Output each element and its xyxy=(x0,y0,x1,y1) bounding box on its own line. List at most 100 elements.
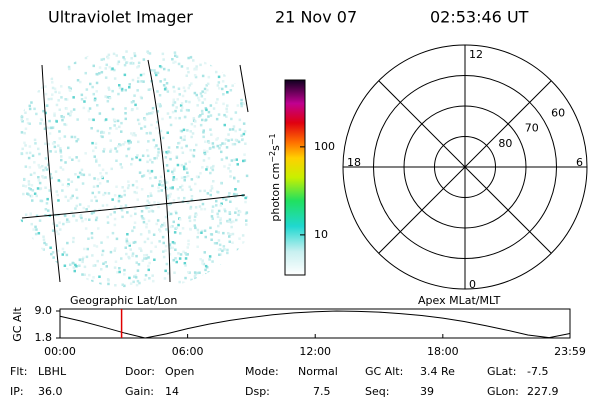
pixel xyxy=(106,221,110,224)
pixel xyxy=(24,111,27,114)
pixel xyxy=(44,85,47,88)
pixel xyxy=(95,160,98,163)
pixel xyxy=(114,147,117,150)
pixel xyxy=(172,258,175,262)
pixel xyxy=(230,225,233,229)
pixel xyxy=(118,84,121,87)
pixel xyxy=(69,263,72,266)
pixel xyxy=(127,142,131,145)
pixel xyxy=(194,273,197,276)
pixel xyxy=(204,91,207,94)
pixel xyxy=(226,251,229,255)
pixel xyxy=(156,219,160,222)
pixel xyxy=(74,207,77,210)
pixel xyxy=(203,152,207,156)
pixel xyxy=(233,176,236,180)
pixel xyxy=(130,108,134,112)
pixel xyxy=(190,178,194,181)
pixel xyxy=(90,127,93,130)
pixel xyxy=(159,104,162,108)
pixel xyxy=(138,122,141,126)
pixel xyxy=(135,191,138,195)
pixel xyxy=(100,175,104,178)
polar-title: Apex MLat/MLT xyxy=(418,294,501,307)
colorbar-scale xyxy=(284,79,306,276)
pixel xyxy=(158,65,162,68)
pixel xyxy=(176,98,179,101)
colorbar: 10 100 photon cm−2s−1 xyxy=(268,79,335,276)
pixel xyxy=(148,52,152,55)
pixel xyxy=(84,152,87,155)
pixel xyxy=(75,196,79,200)
pixel xyxy=(145,203,149,207)
pixel xyxy=(216,144,219,148)
pixel xyxy=(209,171,212,175)
pixel xyxy=(153,258,156,261)
pixel xyxy=(43,241,46,245)
pixel xyxy=(171,110,175,114)
pixel xyxy=(58,130,61,133)
pixel xyxy=(215,204,218,207)
pixel xyxy=(245,211,249,214)
pixel xyxy=(60,96,63,99)
pixel xyxy=(58,91,61,94)
pixel xyxy=(223,142,227,145)
pixel xyxy=(187,70,190,74)
pixel xyxy=(149,250,153,253)
pixel xyxy=(55,120,58,123)
pixel xyxy=(101,253,104,257)
pixel xyxy=(186,129,189,132)
pixel xyxy=(105,203,109,207)
pixel xyxy=(211,209,214,212)
pixel xyxy=(133,54,137,58)
pixel xyxy=(195,68,198,71)
pixel xyxy=(133,94,136,97)
pixel xyxy=(113,211,116,214)
pixel xyxy=(223,165,226,168)
pixel xyxy=(38,166,41,169)
pixel xyxy=(136,66,139,69)
pixel xyxy=(78,215,82,218)
pixel xyxy=(198,205,202,208)
pixel xyxy=(120,130,123,133)
pixel xyxy=(147,210,151,213)
pixel xyxy=(219,219,222,222)
pixel xyxy=(193,224,197,227)
pixel xyxy=(243,153,246,156)
pixel xyxy=(136,89,139,92)
pixel xyxy=(175,155,179,158)
pixel xyxy=(136,80,140,83)
pixel xyxy=(159,230,162,233)
pixel xyxy=(98,208,101,212)
pixel xyxy=(220,181,223,185)
pixel xyxy=(180,184,184,188)
pixel xyxy=(80,173,83,176)
pixel xyxy=(189,148,192,152)
pixel xyxy=(148,112,151,115)
pixel xyxy=(134,276,138,279)
pixel xyxy=(185,74,188,77)
pixel xyxy=(102,57,105,61)
pixel xyxy=(181,138,184,142)
pixel xyxy=(219,253,223,256)
pixel xyxy=(207,75,211,79)
pixel xyxy=(133,221,137,224)
pixel xyxy=(136,118,140,122)
pixel xyxy=(196,228,200,232)
pixel xyxy=(228,212,232,215)
info-key: Dsp: xyxy=(245,385,270,398)
pixel xyxy=(124,88,127,92)
pixel xyxy=(161,136,165,140)
pixel xyxy=(199,114,202,117)
pixel xyxy=(167,150,170,153)
pixel xyxy=(189,56,193,59)
pixel xyxy=(181,151,185,154)
pixel xyxy=(37,176,40,179)
pixel xyxy=(126,211,129,214)
pixel xyxy=(121,215,124,219)
pixel xyxy=(70,180,74,183)
pixel xyxy=(180,102,184,105)
pixel xyxy=(154,176,157,179)
pixel xyxy=(55,230,59,233)
pixel xyxy=(173,271,176,274)
